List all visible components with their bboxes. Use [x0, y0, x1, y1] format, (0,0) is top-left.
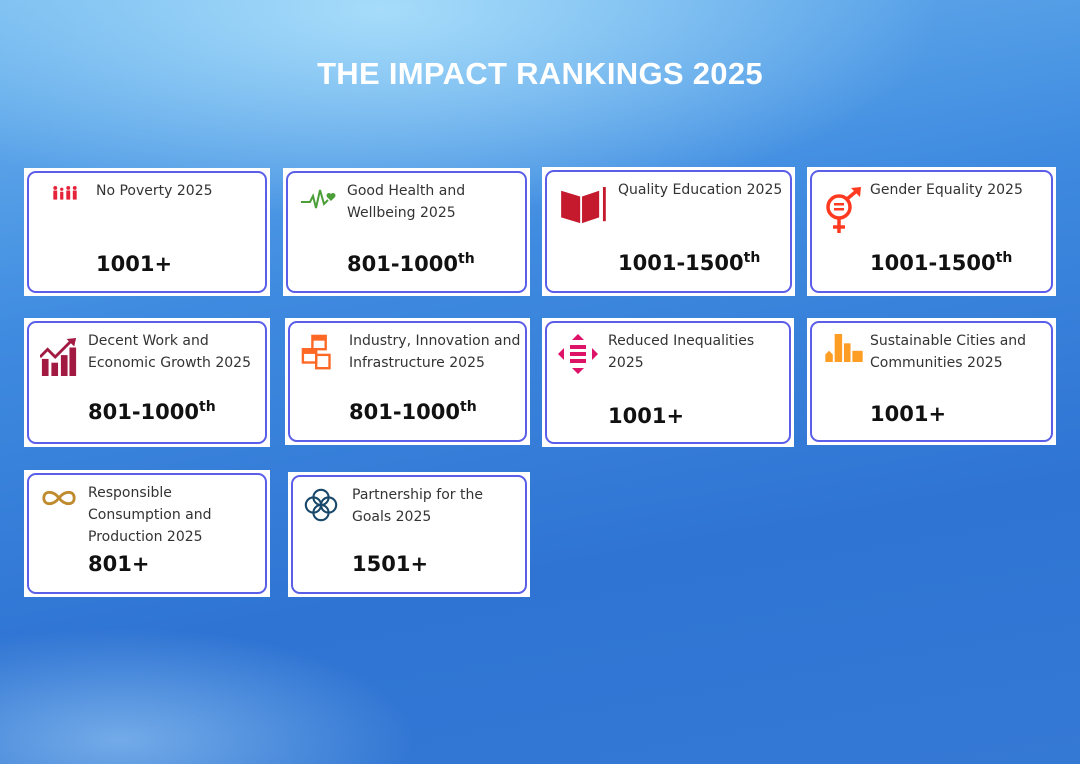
card-label: No Poverty 2025: [96, 183, 213, 199]
card-border: [810, 321, 1053, 442]
cubes-icon: [301, 334, 331, 370]
gender-equality-icon: [826, 187, 861, 233]
card-rank: 801-1000th: [349, 400, 477, 424]
card-rank: 1501+: [352, 552, 428, 576]
sdg-card-reduced-inequalities: Reduced Inequalities 2025 1001+: [542, 318, 794, 447]
rank-suffix: th: [743, 250, 761, 266]
rank-value: 1001+: [608, 404, 685, 428]
sdg-card-gender-equality: Gender Equality 2025 1001-1500th: [807, 167, 1056, 296]
heartbeat-icon: [301, 189, 336, 209]
rank-suffix: th: [460, 399, 477, 415]
card-border: [545, 321, 791, 444]
card-border: [288, 321, 527, 442]
equal-arrows-icon: [558, 334, 598, 374]
sdg-card-industry-innovation: Industry, Innovation and Infrastructure …: [285, 318, 530, 445]
card-border: [286, 171, 527, 293]
sdg-card-decent-work: Decent Work and Economic Growth 2025 801…: [24, 318, 270, 447]
card-border: [545, 170, 792, 293]
card-label: Gender Equality 2025: [870, 182, 1023, 198]
sdg-card-good-health: Good Health and Wellbeing 2025 801-1000t…: [283, 168, 530, 296]
rank-value: 1001+: [96, 252, 173, 276]
card-label: Quality Education 2025: [618, 182, 783, 198]
card-rank: 1001-1500th: [870, 251, 1012, 275]
card-rank: 1001+: [870, 402, 946, 426]
rank-value: 801-1000: [88, 400, 199, 424]
card-rank: 1001-1500th: [618, 251, 760, 275]
page-title: THE IMPACT RANKINGS 2025: [317, 56, 763, 91]
sdg-card-no-poverty: No Poverty 2025 1001+: [24, 168, 270, 296]
rank-value: 1001-1500: [618, 251, 744, 275]
city-icon: [825, 334, 863, 362]
card-border: [27, 473, 267, 594]
rank-value: 1001-1500: [870, 251, 996, 275]
card-border: [291, 475, 527, 594]
sdg-card-partnership: Partnership for the Goals 2025 1501+: [288, 472, 530, 597]
card-border: [27, 321, 267, 444]
card-rank: 1001+: [608, 404, 684, 428]
card-rank: 1001+: [96, 252, 172, 276]
flower-rings-icon: [304, 488, 338, 522]
card-rank: 801-1000th: [347, 252, 475, 276]
rank-value: 1001+: [870, 402, 947, 426]
card-label: Good Health and Wellbeing 2025: [347, 183, 466, 221]
rank-suffix: th: [199, 399, 216, 415]
rank-value: 801-1000: [347, 252, 458, 276]
card-border: [810, 170, 1053, 293]
rank-value: 801+: [88, 552, 150, 576]
card-label: Reduced Inequalities 2025: [608, 333, 755, 371]
card-rank: 801+: [88, 552, 149, 576]
card-label: Partnership for the Goals 2025: [352, 487, 483, 525]
rank-suffix: th: [995, 250, 1013, 266]
family-icon: [53, 185, 77, 200]
rank-value: 801-1000: [349, 400, 460, 424]
card-label: Sustainable Cities and Communities 2025: [870, 333, 1027, 371]
sdg-card-responsible-consumption: Responsible Consumption and Production 2…: [24, 470, 270, 597]
card-label: Decent Work and Economic Growth 2025: [88, 333, 251, 371]
infinity-icon: [42, 490, 76, 506]
card-label: Responsible Consumption and Production 2…: [88, 485, 212, 545]
book-pencil-icon: [561, 187, 606, 224]
sdg-card-quality-education: Quality Education 2025 1001-1500th: [542, 167, 795, 296]
card-rank: 801-1000th: [88, 400, 216, 424]
card-label: Industry, Innovation and Infrastructure …: [349, 333, 521, 371]
rank-value: 1501+: [352, 552, 429, 576]
card-border: [27, 171, 267, 293]
rank-suffix: th: [458, 251, 475, 267]
growth-chart-icon: [40, 338, 77, 376]
sdg-card-sustainable-cities: Sustainable Cities and Communities 2025 …: [807, 318, 1056, 445]
